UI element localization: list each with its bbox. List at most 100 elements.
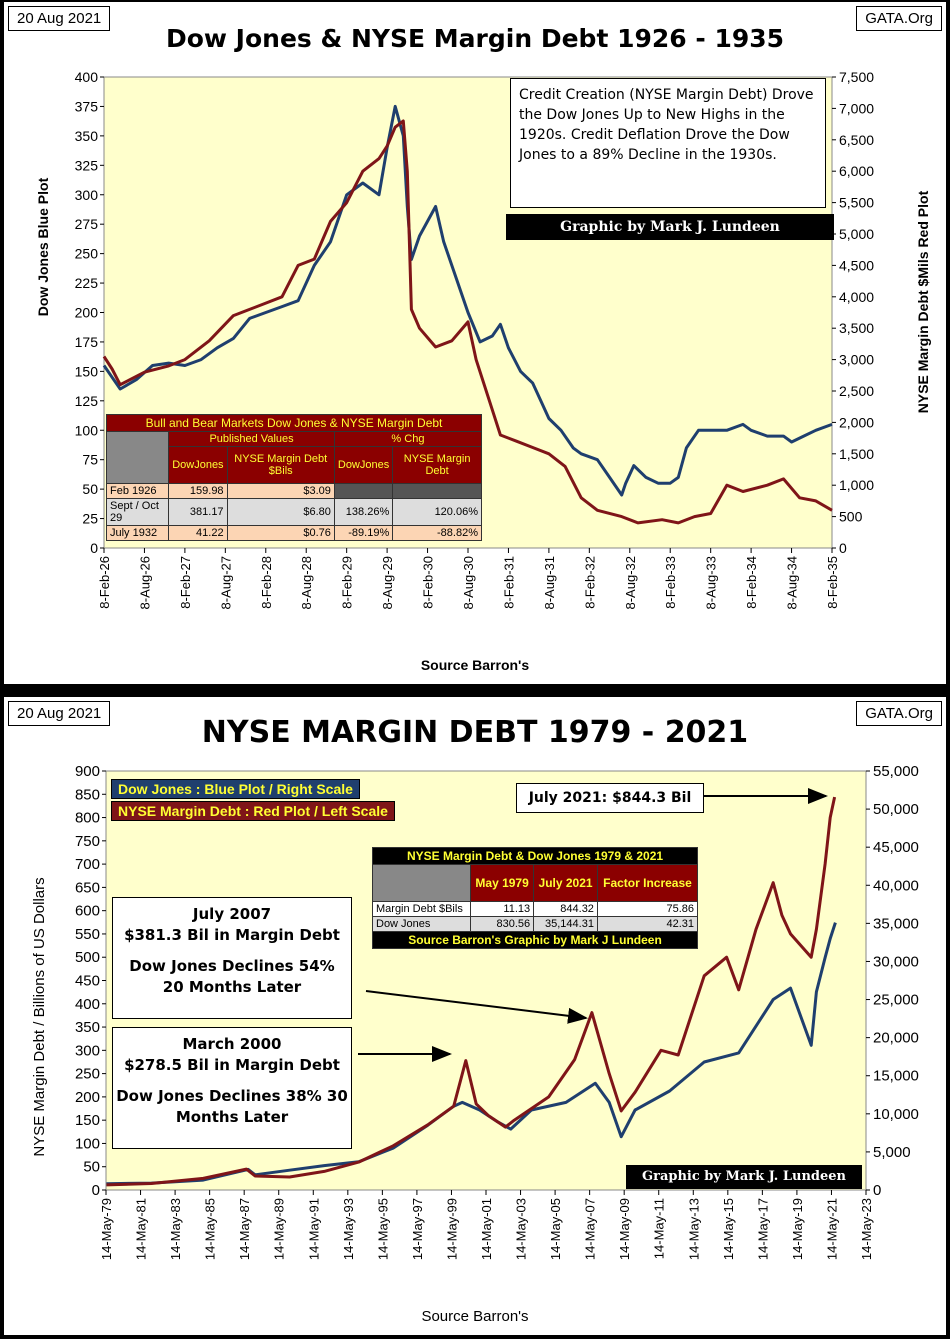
x-tick-label: 14-May-89	[272, 1198, 287, 1260]
cell: $3.09	[226, 483, 335, 499]
y-right-tick-label: 6,500	[839, 132, 874, 148]
x-tick-label: 8-Aug-34	[785, 556, 800, 609]
date-tag: 20 Aug 2021	[8, 6, 111, 31]
y-right-tick-label: 20,000	[873, 1030, 919, 1047]
chart-title: Dow Jones & NYSE Margin Debt 1926 - 1935	[165, 24, 785, 53]
credit-label: Graphic by Mark J. Lundeen	[626, 1165, 862, 1189]
col-may-1979: May 1979	[470, 864, 535, 902]
x-tick-label: 8-Aug-29	[380, 556, 395, 609]
cell: 11.13	[470, 901, 535, 917]
panel-1930s: 20 Aug 2021 GATA.Org Dow Jones & NYSE Ma…	[4, 2, 946, 684]
y-tick-label: 850	[75, 786, 100, 803]
y-tick-label: 600	[75, 903, 100, 920]
x-tick-label: 14-May-23	[859, 1198, 874, 1260]
y-tick-label: 200	[75, 1089, 100, 1106]
y-tick-label: 750	[75, 833, 100, 850]
y-tick-label: 300	[75, 1042, 100, 1059]
table-row: July 1932 41.22 $0.76 -89.19% -88.82%	[105, 525, 482, 541]
y-right-tick-label: 55,000	[873, 763, 919, 780]
series-line-nyse-margin-debt	[102, 119, 833, 525]
table-footer: Source Barron's Graphic by Mark J Lundee…	[372, 931, 698, 949]
y-right-tick-label: 7,500	[839, 69, 874, 85]
x-tick-label: 8-Feb-34	[744, 556, 759, 609]
x-tick-label: 8-Feb-30	[421, 556, 436, 609]
col-dowjones: DowJones	[168, 446, 228, 484]
y-right-tick-label: 0	[873, 1182, 881, 1199]
x-tick-label: 14-May-81	[134, 1198, 149, 1260]
col-margin-chg: NYSE Margin Debt	[392, 446, 482, 484]
x-tick-label: 14-May-79	[99, 1198, 114, 1260]
y-right-tick-label: 6,000	[839, 163, 874, 179]
y-right-tick-label: 500	[839, 509, 863, 525]
y-right-tick-label: 5,500	[839, 195, 874, 211]
x-tick-label: 14-May-85	[203, 1198, 218, 1260]
cell: 120.06%	[392, 498, 482, 526]
y-tick-label: 50	[83, 1159, 100, 1176]
y-tick-label: 50	[82, 481, 98, 497]
group-change: % Chg	[333, 431, 483, 447]
site-tag: GATA.Org	[856, 6, 942, 31]
x-tick-label: 14-May-83	[168, 1198, 183, 1260]
credit-label: Graphic by Mark J. Lundeen	[506, 214, 834, 240]
comparison-table: NYSE Margin Debt & Dow Jones 1979 & 2021…	[371, 847, 699, 949]
callout-line: 20 Months Later	[162, 978, 302, 996]
legend-blue: Dow Jones : Blue Plot / Right Scale	[111, 779, 360, 799]
y-tick-label: 325	[75, 157, 99, 173]
y-right-tick-label: 4,500	[839, 257, 874, 273]
callout-line: $278.5 Bil in Margin Debt	[124, 1056, 340, 1074]
y-right-tick-label: 30,000	[873, 953, 919, 970]
cell: $6.80	[226, 498, 335, 526]
callout-2007: July 2007 $381.3 Bil in Margin Debt Dow …	[112, 897, 352, 1019]
y-tick-label: 450	[75, 973, 100, 990]
x-tick-label: 8-Feb-35	[825, 556, 840, 609]
cell	[392, 483, 482, 499]
y-axis-label: NYSE Margin Debt / Billions of US Dollar…	[31, 877, 48, 1156]
y-tick-label: 800	[75, 810, 100, 827]
y-right-tick-label: 3,500	[839, 320, 874, 336]
y-right-tick-label: 10,000	[873, 1106, 919, 1123]
y-right-tick-label: 0	[839, 540, 847, 556]
x-tick-label: 14-May-03	[514, 1198, 529, 1260]
x-tick-label: 14-May-87	[237, 1198, 252, 1260]
y-tick-label: 0	[90, 540, 98, 556]
row-label: Dow Jones	[371, 916, 472, 932]
x-tick-label: 8-Aug-30	[461, 556, 476, 609]
x-tick-label: 8-Feb-26	[97, 556, 112, 609]
x-tick-label: 8-Aug-31	[542, 556, 557, 609]
callout-line: March 2000	[182, 1035, 282, 1053]
x-tick-label: 8-Aug-32	[623, 556, 638, 609]
y-right-tick-label: 2,000	[839, 414, 874, 430]
y-tick-label: 900	[75, 763, 100, 780]
callout-2000: March 2000 $278.5 Bil in Margin Debt Dow…	[112, 1027, 352, 1149]
callout-line: July 2007	[192, 905, 272, 923]
x-tick-label: 8-Feb-29	[340, 556, 355, 609]
y-tick-label: 400	[75, 996, 100, 1013]
col-july-2021: July 2021	[533, 864, 598, 902]
y-right-axis-label: NYSE Margin Debt $Mils Red Plot	[915, 190, 931, 413]
cell: 381.17	[168, 498, 228, 526]
y-right-tick-label: 25,000	[873, 992, 919, 1009]
y-right-tick-label: 35,000	[873, 915, 919, 932]
col-dowjones-chg: DowJones	[333, 446, 394, 484]
y-right-tick-label: 2,500	[839, 383, 874, 399]
y-right-tick-label: 4,000	[839, 289, 874, 305]
bull-bear-table: Bull and Bear Markets Dow Jones & NYSE M…	[105, 414, 483, 541]
x-tick-label: 14-May-93	[341, 1198, 356, 1260]
cell	[333, 483, 394, 499]
cell: 844.32	[533, 901, 598, 917]
callout-line: Months Later	[175, 1108, 289, 1126]
row-label: Feb 1926	[105, 483, 170, 499]
y-tick-label: 350	[75, 1019, 100, 1036]
date-tag: 20 Aug 2021	[8, 701, 111, 726]
cell: -88.82%	[392, 525, 482, 541]
x-tick-label: 14-May-17	[755, 1198, 770, 1260]
table-corner	[105, 431, 170, 484]
row-label: July 1932	[105, 525, 170, 541]
y-right-tick-label: 45,000	[873, 839, 919, 856]
table-row: Sept / Oct 29 381.17 $6.80 138.26% 120.0…	[105, 498, 482, 526]
callout-2021: July 2021: $844.3 Bil	[516, 783, 704, 813]
x-axis-label: Source Barron's	[421, 1308, 528, 1325]
x-tick-label: 8-Aug-33	[704, 556, 719, 609]
y-tick-label: 25	[82, 511, 98, 527]
x-tick-label: 8-Feb-31	[501, 556, 516, 609]
